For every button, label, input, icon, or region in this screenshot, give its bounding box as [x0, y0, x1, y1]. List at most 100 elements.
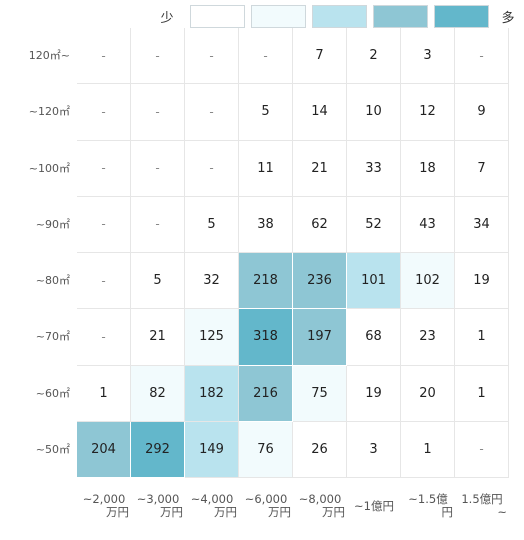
heatmap-cell: 18: [401, 140, 455, 197]
heatmap-cell: 1: [455, 365, 509, 422]
heatmap-cell: -: [185, 28, 239, 85]
heatmap-cell: 7: [455, 140, 509, 197]
column-label-line: ~4,000: [190, 492, 234, 506]
heatmap-cell: 33: [347, 140, 401, 197]
heatmap-cell: 318: [239, 309, 293, 366]
row-label: ~120㎡: [28, 105, 70, 119]
column-label-line: ~1.5億: [408, 492, 448, 506]
row-label: ~90㎡: [35, 217, 70, 231]
heatmap-cell: -: [455, 28, 509, 85]
heatmap-cell: 236: [293, 253, 347, 310]
column-label: ~8,000 万円: [293, 493, 347, 519]
heatmap-cell: 3: [401, 28, 455, 85]
row-label: ~50㎡: [35, 442, 70, 456]
heatmap-cell: 11: [239, 140, 293, 197]
column-label: 1.5億円 ~: [455, 493, 509, 519]
heatmap-cell: -: [77, 196, 131, 253]
heatmap-cell: 1: [455, 309, 509, 366]
legend-swatch-3: [312, 4, 367, 28]
heatmap-cell: -: [131, 84, 185, 141]
column-label-line: ~2,000: [82, 492, 126, 506]
heatmap-cell: -: [131, 196, 185, 253]
heatmap-cell: 34: [455, 196, 509, 253]
column-label-line: 万円: [214, 505, 237, 519]
heatmap-cell: -: [77, 140, 131, 197]
heatmap-cell: 149: [185, 421, 239, 478]
heatmap-cell: 38: [239, 196, 293, 253]
heatmap-cell: -: [131, 140, 185, 197]
heatmap-cell: 7: [293, 28, 347, 85]
heatmap-cell: 1: [401, 421, 455, 478]
heatmap-cell: -: [239, 28, 293, 85]
legend-swatch-5: [434, 4, 489, 28]
heatmap-cell: 182: [185, 365, 239, 422]
heatmap-cell: 19: [455, 253, 509, 310]
heatmap-cell: 9: [455, 84, 509, 141]
column-label-line: ~8,000: [298, 492, 342, 506]
column-label-line: 1.5億円: [461, 492, 503, 506]
column-label-line: 万円: [322, 505, 345, 519]
column-label-line: 円: [441, 505, 454, 519]
heatmap-cell: 1: [77, 365, 131, 422]
heatmap-cell: 76: [239, 421, 293, 478]
heatmap-cell: 23: [401, 309, 455, 366]
legend-swatch-2: [251, 4, 306, 28]
row-label: ~80㎡: [35, 274, 70, 288]
heatmap-cell: 62: [293, 196, 347, 253]
column-label-line: ~: [497, 505, 507, 519]
heatmap-cell: -: [185, 140, 239, 197]
row-label: ~60㎡: [35, 386, 70, 400]
column-label-line: 万円: [106, 505, 129, 519]
color-legend: 少 多: [150, 3, 524, 29]
heatmap-cell: 68: [347, 309, 401, 366]
heatmap-cell: 82: [131, 365, 185, 422]
heatmap-cell: -: [77, 28, 131, 85]
row-label: ~70㎡: [35, 330, 70, 344]
heatmap-cell: 125: [185, 309, 239, 366]
heatmap-cell: -: [77, 309, 131, 366]
column-label: ~3,000 万円: [131, 493, 185, 519]
heatmap-cell: -: [77, 253, 131, 310]
row-label: 120㎡~: [28, 49, 70, 63]
legend-high-label: 多: [501, 10, 515, 26]
heatmap-cell: 5: [185, 196, 239, 253]
heatmap-cell: 75: [293, 365, 347, 422]
heatmap-grid: - - - -7 2 3- - - -5 14 10 12 9- - -11 21 33 18 7- -5 38 62 52…: [77, 28, 509, 478]
row-label: ~100㎡: [28, 161, 70, 175]
heatmap-cell: 12: [401, 84, 455, 141]
heatmap-cell: 21: [293, 140, 347, 197]
heatmap-cell: 20: [401, 365, 455, 422]
heatmap-cell: 3: [347, 421, 401, 478]
heatmap-cell: 204: [77, 421, 131, 478]
column-label: ~2,000 万円: [77, 493, 131, 519]
column-label-line: ~6,000: [244, 492, 288, 506]
column-label-line: ~3,000: [136, 492, 180, 506]
column-label: ~4,000 万円: [185, 493, 239, 519]
heatmap-cell: 5: [239, 84, 293, 141]
legend-low-label: 少: [160, 10, 174, 26]
heatmap-cell: 10: [347, 84, 401, 141]
heatmap-cell: -: [77, 84, 131, 141]
column-label-line: ~1億円: [354, 499, 394, 513]
heatmap-cell: 197: [293, 309, 347, 366]
heatmap-cell: 14: [293, 84, 347, 141]
legend-swatch-1: [190, 4, 245, 28]
heatmap-cell: -: [185, 84, 239, 141]
heatmap-cell: 2: [347, 28, 401, 85]
heatmap-cell: 52: [347, 196, 401, 253]
heatmap-cell: 19: [347, 365, 401, 422]
column-label: ~6,000 万円: [239, 493, 293, 519]
heatmap-cell: 292: [131, 421, 185, 478]
heatmap-cell: 21: [131, 309, 185, 366]
heatmap-cell: 218: [239, 253, 293, 310]
heatmap-cell: -: [455, 421, 509, 478]
heatmap-cell: 26: [293, 421, 347, 478]
column-label-line: 万円: [160, 505, 183, 519]
heatmap-cell: -: [131, 28, 185, 85]
heatmap-cell: 5: [131, 253, 185, 310]
heatmap-cell: 32: [185, 253, 239, 310]
column-label: ~1億円: [347, 500, 401, 513]
legend-swatch-4: [373, 4, 428, 28]
column-label: ~1.5億円: [401, 493, 455, 519]
heatmap-cell: 102: [401, 253, 455, 310]
